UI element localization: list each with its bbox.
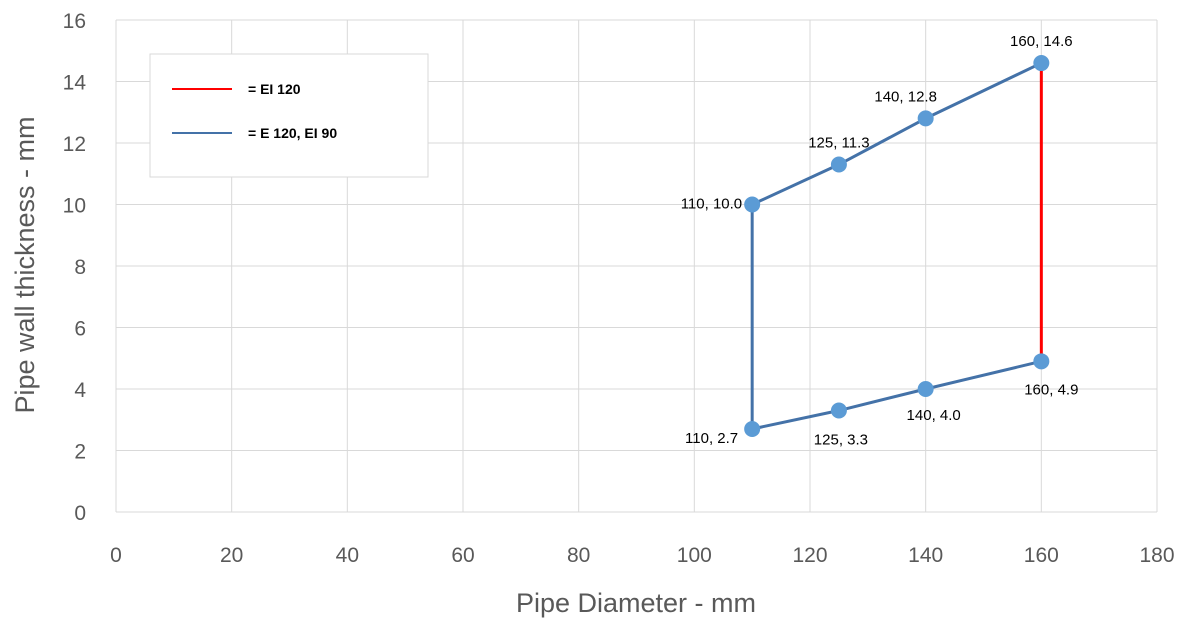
series-lines [750, 61, 1043, 431]
y-tick-label: 10 [63, 195, 86, 218]
data-point [830, 402, 847, 419]
data-point [1033, 353, 1050, 370]
x-tick-label: 20 [220, 544, 243, 567]
data-label: 140, 12.8 [874, 88, 937, 105]
data-point [1033, 55, 1050, 72]
y-tick-label: 8 [74, 256, 86, 279]
data-label: 125, 3.3 [814, 432, 868, 449]
data-label: 110, 2.7 [685, 430, 738, 447]
x-tick-label: 140 [908, 544, 943, 567]
legend-label: = E 120, EI 90 [248, 125, 337, 141]
y-tick-label: 0 [74, 502, 86, 525]
data-points [744, 55, 1050, 437]
x-tick-label: 180 [1139, 544, 1174, 567]
y-tick-label: 16 [63, 10, 86, 33]
data-point [917, 381, 934, 397]
data-point [744, 420, 761, 437]
data-labels: 110, 10.0 125, 11.3 140, 12.8 160, 14.6 110,… [681, 33, 1079, 448]
x-tick-label: 160 [1024, 544, 1059, 567]
data-label: 125, 11.3 [808, 135, 869, 152]
legend-box [149, 53, 429, 178]
y-axis-title: Pipe wall thickness - mm [10, 116, 40, 413]
data-label: 160, 4.9 [1024, 381, 1078, 398]
axes: 0 20 40 60 80 100 120 140 160 180 0 2 4 6 8 10 12 14 16 [63, 10, 1175, 567]
x-tick-label: 60 [451, 544, 474, 567]
y-tick-label: 4 [74, 379, 86, 402]
x-tick-label: 100 [677, 544, 712, 567]
x-tick-label: 40 [336, 544, 359, 567]
x-tick-label: 80 [567, 544, 590, 567]
series-line-e-120-ei-90 [750, 359, 1043, 431]
data-label: 110, 10.0 [681, 196, 742, 213]
y-tick-label: 14 [63, 72, 87, 95]
y-tick-label: 12 [63, 133, 86, 156]
series-line-e-120-ei-90 [750, 61, 1043, 431]
y-tick-label: 2 [74, 441, 86, 464]
x-tick-label: 0 [110, 544, 122, 567]
x-tick-label: 120 [792, 544, 827, 567]
data-label: 160, 14.6 [1010, 33, 1073, 50]
gridlines [115, 19, 1158, 513]
legend-label: = EI 120 [248, 81, 301, 97]
data-point [917, 110, 934, 127]
data-point [830, 156, 847, 173]
y-tick-label: 6 [74, 318, 86, 341]
x-axis-title: Pipe Diameter - mm [516, 588, 756, 618]
data-point [744, 196, 761, 213]
data-label: 140, 4.0 [907, 407, 961, 424]
legend: = EI 120 = E 120, EI 90 [149, 53, 429, 178]
